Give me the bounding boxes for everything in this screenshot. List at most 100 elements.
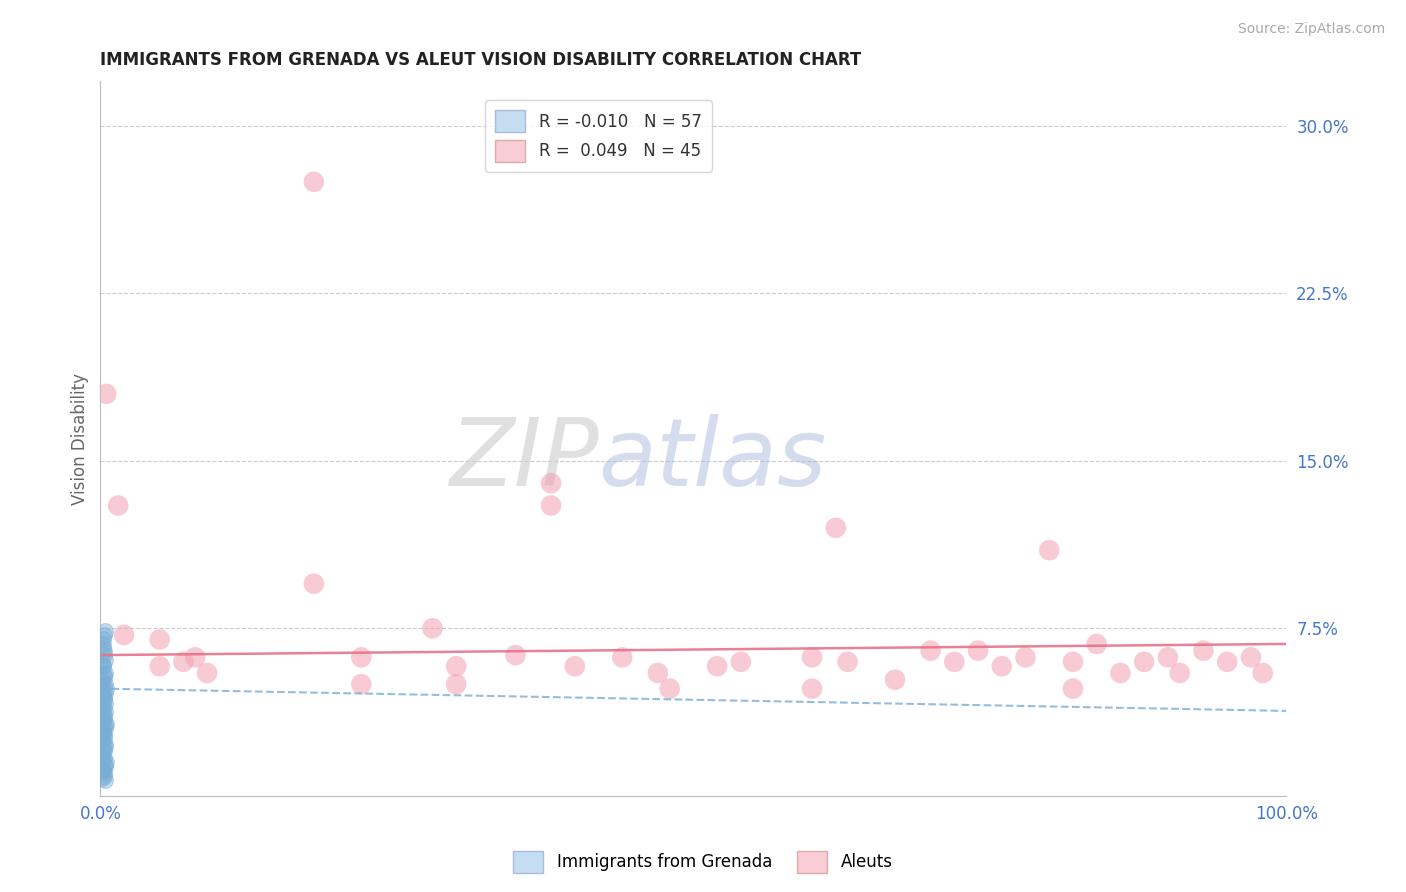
Point bbox=[706, 659, 728, 673]
Point bbox=[350, 650, 373, 665]
Point bbox=[93, 692, 115, 706]
Point bbox=[96, 681, 118, 696]
Text: IMMIGRANTS FROM GRENADA VS ALEUT VISION DISABILITY CORRELATION CHART: IMMIGRANTS FROM GRENADA VS ALEUT VISION … bbox=[100, 51, 862, 69]
Point bbox=[184, 650, 207, 665]
Point bbox=[93, 668, 115, 682]
Point bbox=[837, 655, 859, 669]
Point bbox=[90, 748, 112, 763]
Point bbox=[302, 576, 325, 591]
Point bbox=[96, 717, 118, 731]
Point bbox=[943, 655, 966, 669]
Point bbox=[91, 744, 114, 758]
Point bbox=[824, 521, 846, 535]
Point bbox=[730, 655, 752, 669]
Point bbox=[1109, 665, 1132, 680]
Point bbox=[1038, 543, 1060, 558]
Point bbox=[1240, 650, 1263, 665]
Point bbox=[93, 643, 115, 657]
Point bbox=[801, 650, 824, 665]
Point bbox=[90, 771, 112, 785]
Point bbox=[90, 695, 112, 709]
Point bbox=[658, 681, 681, 696]
Point bbox=[350, 677, 373, 691]
Point bbox=[1251, 665, 1274, 680]
Point bbox=[1168, 665, 1191, 680]
Point bbox=[96, 387, 118, 401]
Point bbox=[90, 711, 112, 725]
Point bbox=[444, 659, 467, 673]
Point bbox=[149, 632, 172, 647]
Point bbox=[884, 673, 907, 687]
Point bbox=[91, 677, 114, 691]
Point bbox=[91, 764, 114, 779]
Point bbox=[91, 762, 114, 776]
Point bbox=[91, 632, 114, 647]
Point bbox=[91, 688, 114, 702]
Point bbox=[920, 643, 942, 657]
Point bbox=[91, 715, 114, 730]
Point bbox=[91, 753, 114, 767]
Point bbox=[94, 773, 117, 788]
Point bbox=[94, 704, 117, 718]
Point bbox=[90, 733, 112, 747]
Point bbox=[991, 659, 1014, 673]
Point bbox=[93, 731, 115, 745]
Text: ZIP: ZIP bbox=[449, 415, 599, 506]
Point bbox=[93, 729, 115, 743]
Text: Source: ZipAtlas.com: Source: ZipAtlas.com bbox=[1237, 22, 1385, 37]
Point bbox=[91, 738, 114, 752]
Text: atlas: atlas bbox=[599, 415, 827, 506]
Point bbox=[1062, 655, 1084, 669]
Point bbox=[91, 637, 114, 651]
Point bbox=[93, 670, 115, 684]
Point bbox=[91, 659, 114, 673]
Point bbox=[94, 739, 117, 754]
Legend: Immigrants from Grenada, Aleuts: Immigrants from Grenada, Aleuts bbox=[506, 845, 900, 880]
Point bbox=[422, 621, 444, 635]
Point bbox=[94, 717, 117, 731]
Point bbox=[1062, 681, 1084, 696]
Point bbox=[647, 665, 669, 680]
Point bbox=[91, 683, 114, 698]
Point bbox=[967, 643, 990, 657]
Point bbox=[90, 673, 112, 687]
Point bbox=[94, 686, 117, 700]
Point bbox=[172, 655, 194, 669]
Point bbox=[93, 708, 115, 723]
Point bbox=[96, 756, 118, 770]
Point bbox=[93, 769, 115, 783]
Point bbox=[93, 690, 115, 705]
Point bbox=[302, 175, 325, 189]
Point bbox=[93, 751, 115, 765]
Point bbox=[1216, 655, 1239, 669]
Point bbox=[1133, 655, 1156, 669]
Point bbox=[1157, 650, 1180, 665]
Point bbox=[112, 628, 135, 642]
Point bbox=[93, 766, 115, 780]
Point bbox=[94, 677, 117, 691]
Point bbox=[94, 652, 117, 666]
Point bbox=[91, 724, 114, 739]
Point bbox=[93, 744, 115, 758]
Legend: R = -0.010   N = 57, R =  0.049   N = 45: R = -0.010 N = 57, R = 0.049 N = 45 bbox=[485, 101, 711, 171]
Point bbox=[505, 648, 527, 662]
Point bbox=[1014, 650, 1036, 665]
Point bbox=[94, 665, 117, 680]
Point bbox=[90, 655, 112, 669]
Point bbox=[93, 628, 115, 642]
Point bbox=[540, 499, 562, 513]
Point bbox=[107, 499, 129, 513]
Point bbox=[91, 699, 114, 714]
Point bbox=[94, 738, 117, 752]
Point bbox=[1085, 637, 1108, 651]
Point bbox=[195, 665, 218, 680]
Point bbox=[94, 757, 117, 772]
Point bbox=[149, 659, 172, 673]
Point bbox=[91, 659, 114, 673]
Point bbox=[94, 722, 117, 736]
Point bbox=[612, 650, 634, 665]
Point bbox=[93, 648, 115, 662]
Point bbox=[94, 624, 117, 638]
Point bbox=[91, 641, 114, 656]
Point bbox=[444, 677, 467, 691]
